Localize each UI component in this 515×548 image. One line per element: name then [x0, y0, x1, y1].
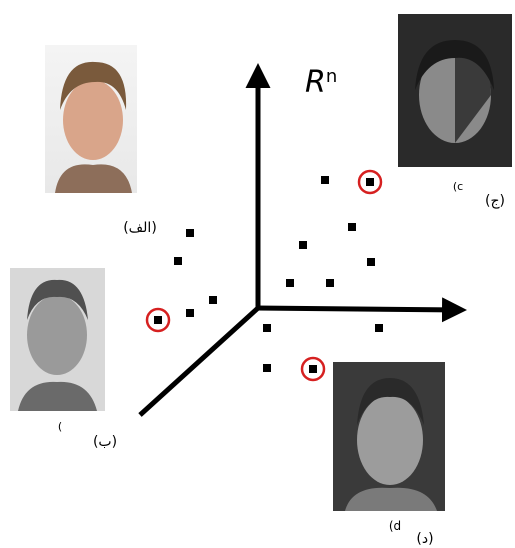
- axis-diagonal: [140, 308, 258, 415]
- face-jim: [398, 14, 512, 167]
- point: [186, 309, 194, 317]
- label-fragment: (d: [389, 519, 401, 533]
- label: (الف): [123, 220, 157, 236]
- point: [263, 364, 271, 372]
- point: [366, 178, 374, 186]
- axis-label-base: R: [305, 65, 326, 100]
- point: [286, 279, 294, 287]
- point: [263, 324, 271, 332]
- highlight-circles: [147, 171, 381, 380]
- point: [309, 365, 317, 373]
- points: [154, 176, 383, 373]
- face-be: [10, 268, 105, 411]
- point: [154, 316, 162, 324]
- label: (ب): [93, 434, 117, 450]
- axis-label: Rn: [305, 65, 337, 100]
- point: [174, 257, 182, 265]
- axis-label-superscript: n: [326, 66, 337, 87]
- point: [326, 279, 334, 287]
- point: [299, 241, 307, 249]
- point: [367, 258, 375, 266]
- axis-right: [256, 308, 462, 310]
- face-alef: [45, 45, 137, 193]
- point: [321, 176, 329, 184]
- point: [375, 324, 383, 332]
- label: (ج): [485, 193, 505, 209]
- label-fragment: (: [58, 420, 62, 433]
- diagram: Rn (الف) (ج) (c (ب) ( (d (د): [0, 0, 515, 548]
- point: [186, 229, 194, 237]
- point: [209, 296, 217, 304]
- face-dal: [333, 362, 445, 511]
- point: [348, 223, 356, 231]
- label-fragment: (c: [453, 180, 463, 193]
- label: (د): [416, 531, 433, 547]
